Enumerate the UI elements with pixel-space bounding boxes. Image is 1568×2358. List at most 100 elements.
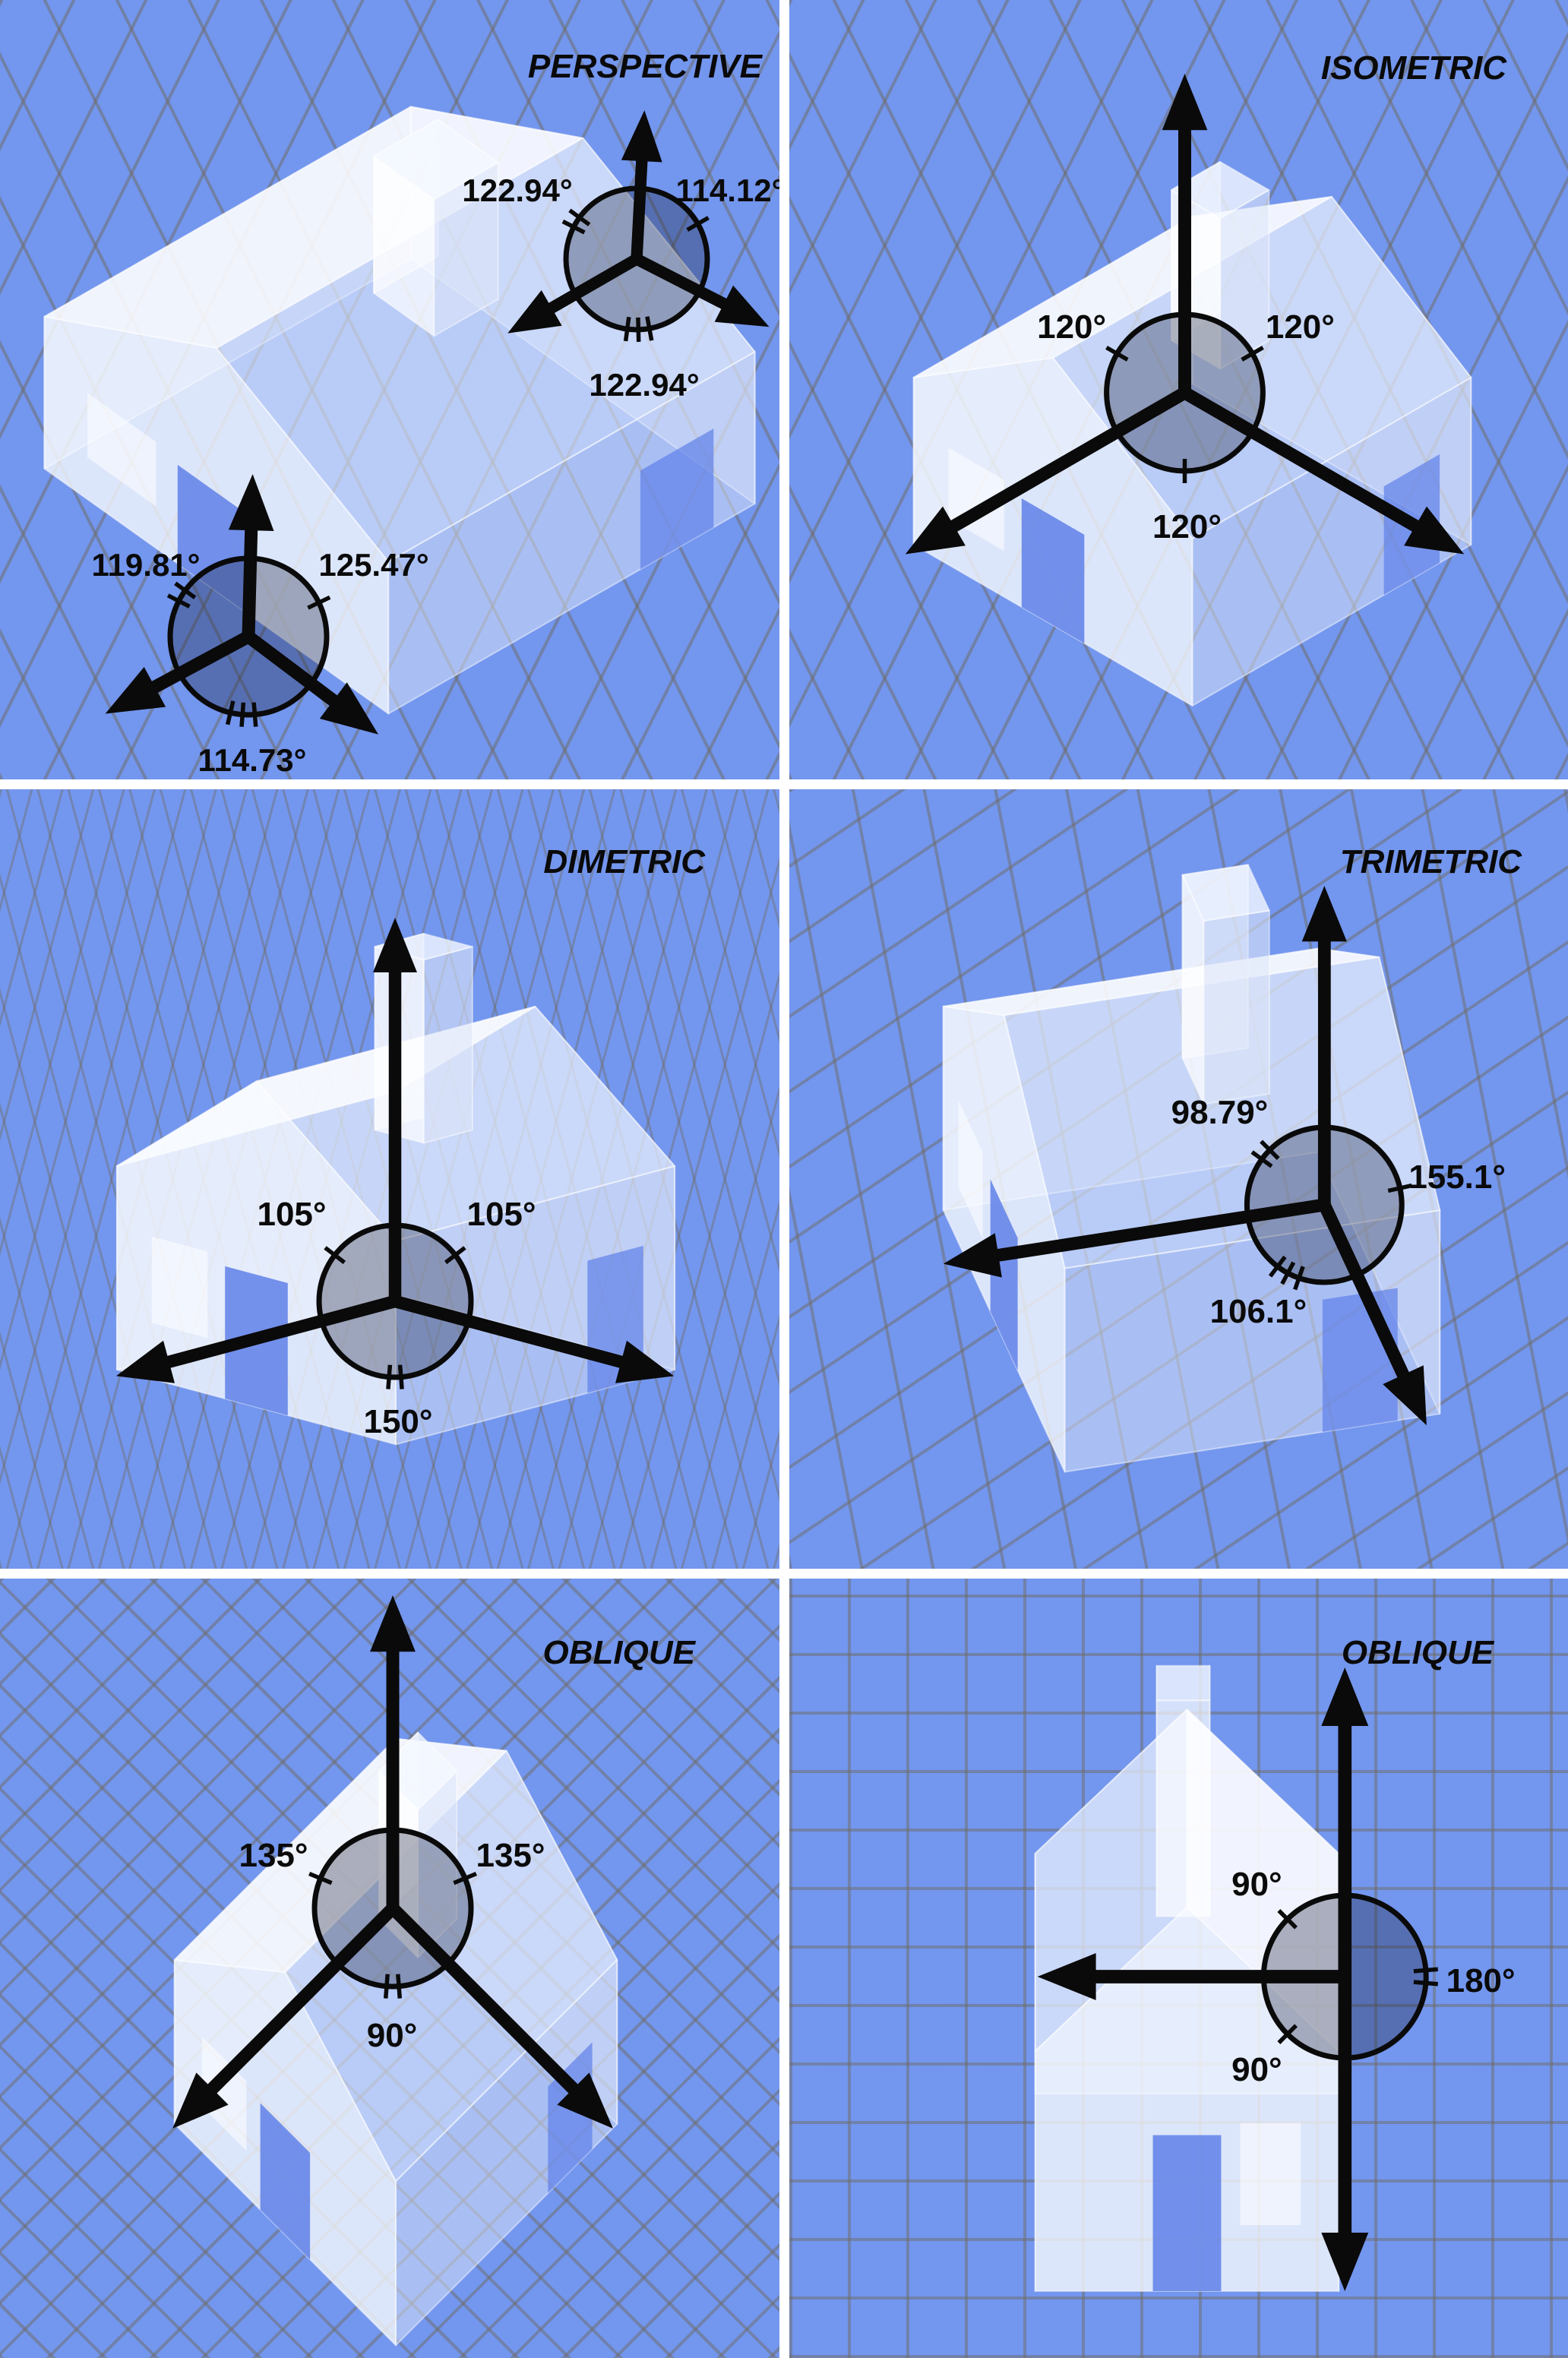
angle-label: 122.94° xyxy=(462,172,572,208)
angle-label: 98.79° xyxy=(1171,1094,1269,1131)
house-window xyxy=(87,393,156,507)
angle-label: 119.81° xyxy=(92,547,201,583)
axis-arrow-head xyxy=(507,290,562,333)
axis-gizmo xyxy=(1037,1667,1438,2291)
panel-trimetric: 98.79° 155.1° 106.1° TRIMETRIC xyxy=(789,789,1568,1569)
chimney-top xyxy=(1155,1664,1211,1702)
axis-arrow-head xyxy=(1301,886,1347,942)
house-window xyxy=(151,1236,208,1339)
angle-tick xyxy=(568,208,591,226)
angle-tick xyxy=(1250,1150,1273,1168)
axis-arrow-head xyxy=(1162,74,1208,131)
axis-arrow-shaft xyxy=(1181,387,1424,535)
panel-canvas-isometric: 120° 120° 120° ISOMETRIC xyxy=(905,49,1507,706)
axis-arrow-shaft xyxy=(146,631,252,696)
axis-gizmo xyxy=(105,474,378,735)
axis-arrow-shaft xyxy=(543,254,640,317)
angle-ticks xyxy=(324,1246,466,1389)
axis-arrow-head xyxy=(105,667,166,714)
panel-canvas-dimetric: 105° 105° 150° DIMETRIC xyxy=(115,843,706,1446)
chimney-front xyxy=(1155,1699,1211,1917)
house-front-door xyxy=(177,464,255,619)
axis-arrow-head xyxy=(1321,1667,1369,1726)
house-front-door xyxy=(1021,498,1085,643)
angle-tick xyxy=(308,1871,333,1885)
angle-tick xyxy=(686,216,710,232)
house-front-door xyxy=(1152,2135,1222,2291)
panel-canvas-perspective: 122.94° 114.12° 122.94° 119.81° 125.47° 114.7… xyxy=(43,48,779,778)
axis-arrow-head xyxy=(228,474,274,531)
axis-arrow-head xyxy=(370,1595,416,1652)
axis-arrow-shaft xyxy=(1318,1202,1412,1383)
panel-title: ISOMETRIC xyxy=(1321,49,1507,87)
axis-arrow-head xyxy=(557,2072,613,2129)
chimney-top xyxy=(1181,864,1270,922)
chimney-right xyxy=(1203,909,1270,1105)
axis-arrow-head xyxy=(319,682,378,735)
angle-label: 135° xyxy=(239,1837,308,1874)
angle-tick xyxy=(623,316,631,342)
axis-gizmo xyxy=(943,886,1427,1426)
panel-title: OBLIQUE xyxy=(1342,1634,1495,1671)
angle-label: 90° xyxy=(1231,1866,1282,1903)
angle-tick xyxy=(397,1364,404,1389)
angle-tick xyxy=(1277,2024,1298,2044)
house-side-door xyxy=(1322,1288,1398,1432)
axis-arrow-head xyxy=(115,1340,175,1383)
axis-arrow-head xyxy=(905,506,966,555)
angle-tick xyxy=(645,316,654,341)
house-model xyxy=(912,161,1472,706)
angle-label: 114.12° xyxy=(676,172,779,208)
axis-arrow-head xyxy=(1037,1953,1096,2000)
angle-tick xyxy=(225,700,236,725)
axis-arrow-shaft xyxy=(991,1198,1326,1263)
house-window xyxy=(1240,2123,1301,2226)
angle-tick xyxy=(636,317,641,343)
axis-arrow-shaft xyxy=(244,631,343,710)
panel-title: TRIMETRIC xyxy=(1340,843,1522,880)
angle-label: 90° xyxy=(367,2017,418,2054)
house-window xyxy=(958,1100,983,1240)
angle-tick xyxy=(324,1246,346,1265)
angle-tick xyxy=(174,581,197,599)
panel-title: DIMETRIC xyxy=(543,843,706,880)
axis-arrow-head xyxy=(373,918,417,972)
angle-ticks xyxy=(1250,1139,1412,1291)
angle-label: 105° xyxy=(466,1196,536,1233)
house-model xyxy=(115,933,676,1446)
house-model xyxy=(942,864,1441,1473)
house-front-door xyxy=(260,2103,311,2260)
panel-perspective: 122.94° 114.12° 122.94° 119.81° 125.47° 114.7… xyxy=(0,0,779,779)
panel-oblique-top: 135° 135° 90° OBLIQUE xyxy=(0,1579,779,2358)
panel-isometric: 120° 120° 120° ISOMETRIC xyxy=(789,0,1568,779)
chimney-right xyxy=(422,946,473,1144)
angle-label: 120° xyxy=(1152,508,1222,545)
angle-tick xyxy=(1105,346,1129,362)
angle-label: 120° xyxy=(1266,308,1335,346)
axis-gizmo xyxy=(507,110,770,343)
angle-tick xyxy=(561,220,586,235)
axis-arrow-head xyxy=(1383,1365,1427,1426)
house-front-door xyxy=(990,1179,1018,1370)
angle-tick xyxy=(307,595,331,610)
axis-arrow-shaft xyxy=(631,154,648,260)
panel-canvas-oblique-top: 135° 135° 90° OBLIQUE xyxy=(172,1595,697,2347)
angle-tick xyxy=(1241,346,1264,362)
axis-arrow-head xyxy=(714,285,770,327)
axis-arrow-head xyxy=(1404,506,1465,555)
angle-tick xyxy=(239,702,246,727)
axis-arrow-head xyxy=(615,1340,675,1383)
chimney-top xyxy=(373,119,499,201)
angle-ticks xyxy=(561,208,710,343)
house-window xyxy=(202,2037,247,2151)
axis-arrow-shaft xyxy=(945,387,1188,535)
axis-arrow-shaft xyxy=(242,523,258,637)
angle-label: 125.47° xyxy=(318,547,428,583)
axis-arrow-shaft xyxy=(387,1903,583,2098)
axis-arrow-shaft xyxy=(203,1903,398,2098)
angle-tick xyxy=(1387,1183,1412,1193)
angle-ticks xyxy=(166,581,331,727)
angle-ticks xyxy=(1277,1909,1438,2044)
axis-arrow-head xyxy=(943,1233,1002,1278)
